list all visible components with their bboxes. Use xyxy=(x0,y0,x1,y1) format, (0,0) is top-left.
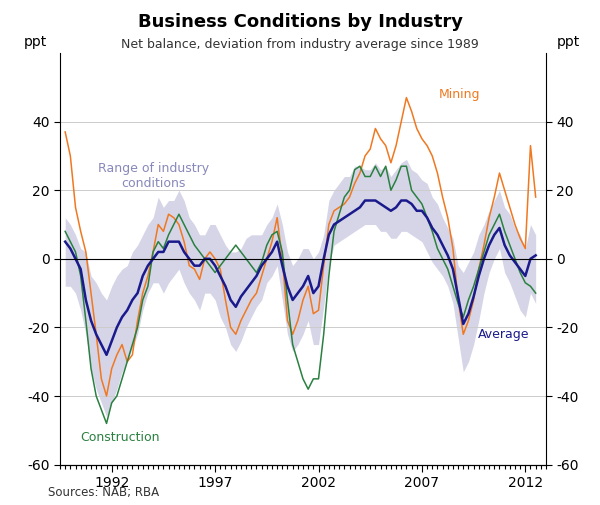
Text: Business Conditions by Industry: Business Conditions by Industry xyxy=(137,13,463,31)
Text: Sources: NAB; RBA: Sources: NAB; RBA xyxy=(48,486,159,499)
Text: Net balance, deviation from industry average since 1989: Net balance, deviation from industry ave… xyxy=(121,38,479,51)
Text: Average: Average xyxy=(478,328,529,341)
Text: Construction: Construction xyxy=(80,431,160,444)
Text: ppt: ppt xyxy=(557,35,580,49)
Text: Range of industry
conditions: Range of industry conditions xyxy=(98,162,209,190)
Text: ppt: ppt xyxy=(23,35,47,49)
Text: Mining: Mining xyxy=(439,88,480,101)
